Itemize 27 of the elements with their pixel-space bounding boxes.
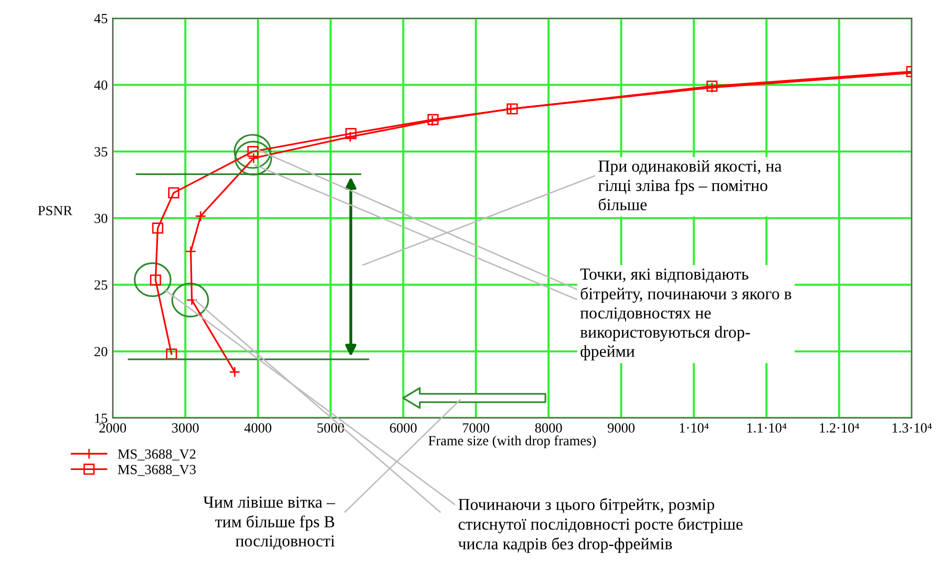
x-tick-label: 3000 xyxy=(172,423,199,433)
y-tick-label: 40 xyxy=(94,80,108,90)
annotation: Точки, які відповідають бітрейту, починаючи з якого в послідовностях не використовуються drop- фрейми xyxy=(580,268,792,360)
y-axis-title: PSNR xyxy=(38,206,72,216)
x-tick-label: 1.1·10⁴ xyxy=(747,423,786,433)
x-tick-label: 1.2·10⁴ xyxy=(820,423,860,433)
x-tick-label: 9000 xyxy=(608,423,635,433)
x-tick-label: 8000 xyxy=(535,423,562,433)
x-tick-label: 1.3·10⁴ xyxy=(892,423,932,433)
x-tick-label: 5000 xyxy=(318,423,344,433)
y-tick-label: 35 xyxy=(94,147,108,156)
y-tick-label: 20 xyxy=(94,346,108,356)
x-axis-title: Frame size (with drop frames) xyxy=(428,435,596,448)
annotation: При одинаковій якості, на гілці зліва fps – помітно більше xyxy=(598,160,782,210)
y-tick-label: 30 xyxy=(94,214,108,224)
x-tick-label: 2000 xyxy=(99,423,126,433)
y-tick-label: 45 xyxy=(94,14,108,24)
x-tick-label: 1·10⁴ xyxy=(680,423,709,433)
legend-label: MS_3688_V2 xyxy=(118,449,196,460)
x-tick-label: 4000 xyxy=(244,423,272,433)
legend-label: MS_3688_V3 xyxy=(118,464,196,476)
y-tick-label: 25 xyxy=(94,280,108,290)
text: Чим лівіше вітка – тим більше fps В послідовності xyxy=(203,496,336,550)
x-tick-label: 7000 xyxy=(462,423,490,433)
y-tick-label: 15 xyxy=(95,414,108,423)
x-tick-label: 6000 xyxy=(390,423,417,433)
text: Починаючи з цього бітрейтк, розмір стиснутої послідовності росте бистріше числа кадрів без drop-фреймів xyxy=(458,498,743,553)
